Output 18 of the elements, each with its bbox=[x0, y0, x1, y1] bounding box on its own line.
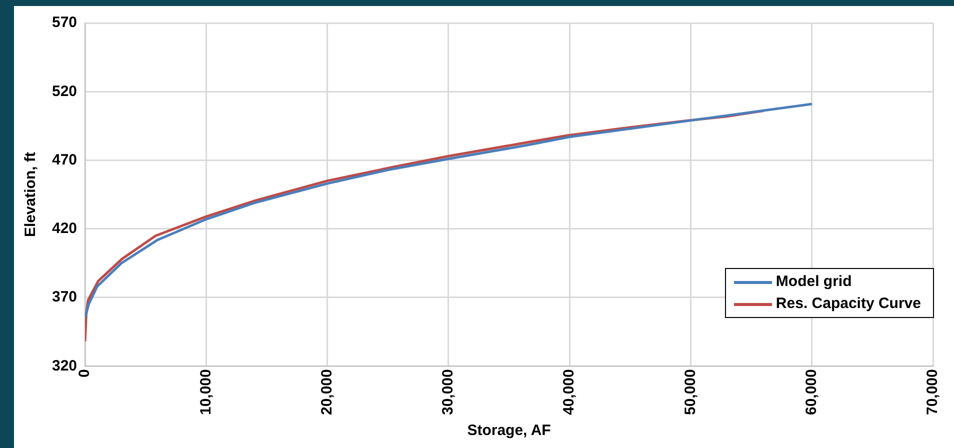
y-tick-label: 370 bbox=[52, 288, 78, 306]
y-tick-label: 570 bbox=[52, 14, 78, 32]
x-tick-label: 60,000 bbox=[803, 369, 820, 416]
x-tick-label: 10,000 bbox=[197, 369, 214, 416]
y-tick-label: 470 bbox=[52, 151, 78, 168]
x-axis-title: Storage, AF bbox=[467, 422, 551, 440]
legend-label: Model grid bbox=[776, 272, 852, 292]
x-tick-label: 0 bbox=[76, 369, 94, 378]
legend-label: Res. Capacity Curve bbox=[776, 294, 921, 314]
x-tick-label: 20,000 bbox=[318, 369, 336, 416]
x-tick-label: 40,000 bbox=[560, 369, 578, 416]
y-axis-title: Elevation, ft bbox=[22, 152, 40, 238]
y-tick-label: 320 bbox=[52, 357, 78, 374]
x-tick-label: 50,000 bbox=[682, 369, 699, 416]
y-tick-label: 520 bbox=[52, 82, 78, 100]
x-tick-label: 30,000 bbox=[440, 369, 457, 416]
y-tick-label: 420 bbox=[52, 220, 78, 238]
x-tick-label: 70,000 bbox=[924, 369, 942, 416]
